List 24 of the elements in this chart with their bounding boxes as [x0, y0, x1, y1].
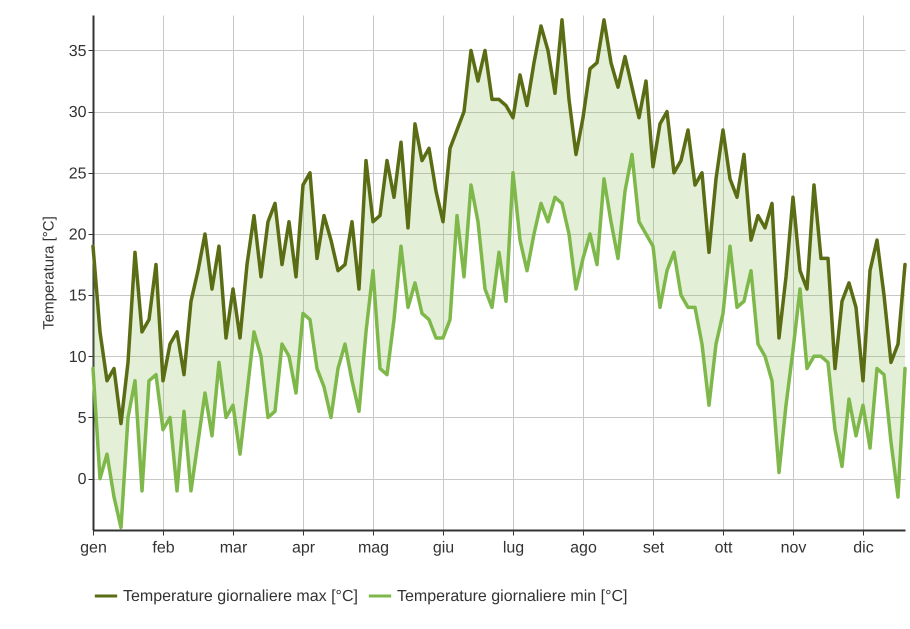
x-tick-label: apr — [292, 540, 316, 556]
y-tick-label: 35 — [68, 42, 87, 60]
y-tick-label: 20 — [68, 226, 87, 244]
y-tick-label: 15 — [68, 288, 87, 305]
y-tick-label: 5 — [78, 410, 87, 427]
x-tick-label: ott — [714, 540, 733, 556]
legend-label: Temperature giornaliere min [°C] — [397, 588, 628, 605]
x-tick-label: feb — [152, 540, 175, 556]
x-tick-label: dic — [853, 540, 874, 556]
x-tick-label: giu — [432, 540, 454, 556]
y-tick-label: 10 — [68, 348, 87, 366]
line-series — [91, 18, 907, 426]
x-tick-label: ago — [570, 540, 597, 556]
y-axis-title: Temperatura [°C] — [40, 216, 58, 330]
x-tick-label: nov — [780, 540, 806, 556]
x-tick-label: mag — [358, 540, 390, 556]
x-tick-label: mar — [220, 540, 248, 556]
y-tick-label: 25 — [68, 165, 87, 182]
y-tick-label: 0 — [78, 471, 87, 488]
x-tick-label: lug — [502, 540, 524, 556]
y-tick-label: 30 — [68, 104, 87, 122]
x-tick-label: gen — [80, 540, 107, 556]
x-tick-label: set — [642, 540, 665, 556]
legend-label: Temperature giornaliere max [°C] — [123, 588, 358, 605]
